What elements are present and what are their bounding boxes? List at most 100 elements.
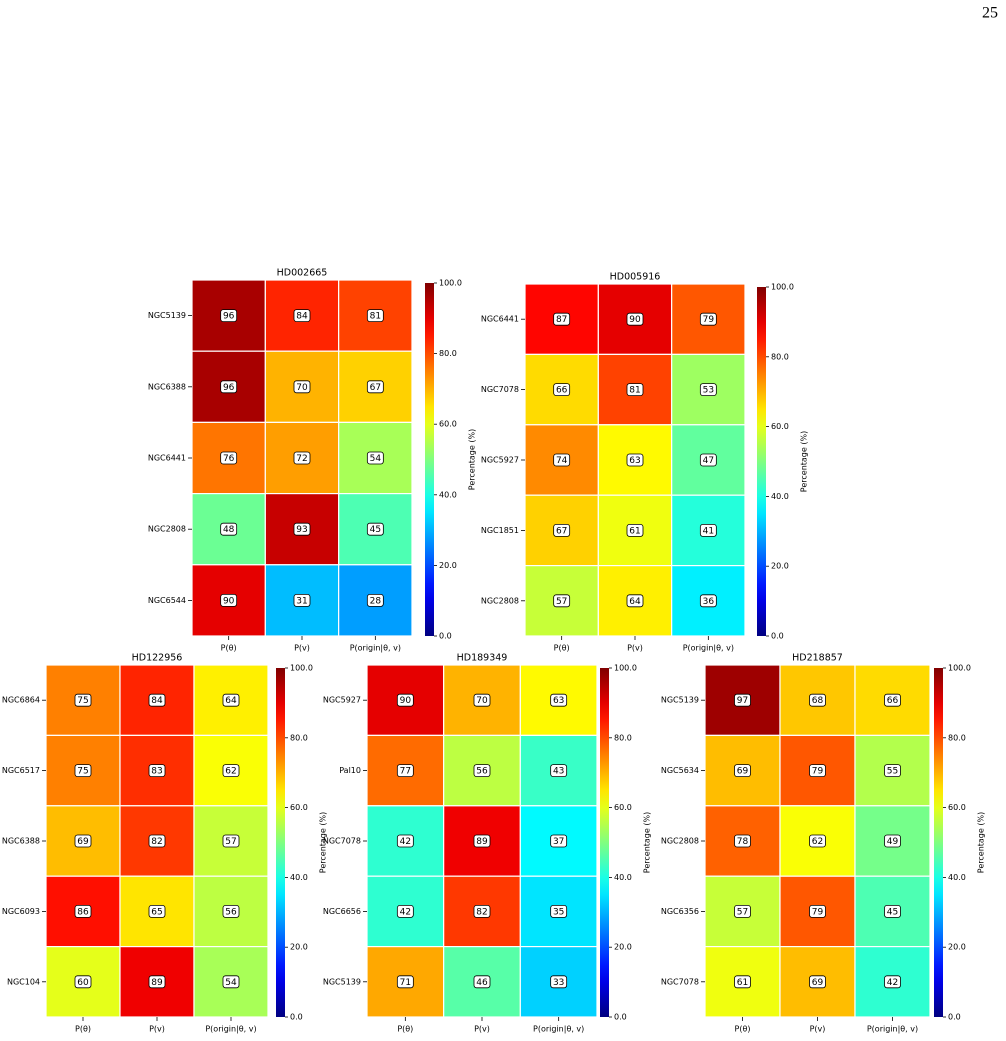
cell-label-box: [473, 975, 491, 989]
cell-label-box: [699, 312, 717, 326]
colorbar-tick-label: 20.0: [439, 561, 457, 570]
cell-label-box: [473, 905, 491, 918]
colorbar-tick-label: 40.0: [290, 873, 308, 882]
cell-label: 67: [370, 383, 381, 393]
cell-label-box: [734, 764, 751, 777]
x-tick-label: P(θ): [554, 644, 570, 653]
colorbar: [600, 668, 609, 1017]
cell-label-box: [699, 383, 717, 397]
colorbar-tick-label: 40.0: [439, 490, 457, 499]
cell-label-box: [809, 975, 826, 989]
cell-label: 67: [556, 526, 567, 536]
cell-label: 63: [553, 696, 564, 706]
cell-label: 75: [77, 696, 88, 706]
heatmap-cell: [443, 734, 521, 807]
cell-label-box: [626, 312, 644, 326]
cell-label: 61: [737, 978, 748, 988]
cell-label-box: [366, 451, 384, 465]
x-tick-label: P(v): [627, 644, 643, 653]
cell-label-box: [74, 764, 92, 777]
x-tick-label: P(origin|θ, v): [205, 1025, 256, 1034]
cell-label: 82: [476, 907, 487, 917]
y-tick-label: NGC5139: [661, 696, 699, 705]
cell-label-box: [884, 764, 901, 777]
cell-label-box: [699, 524, 717, 537]
cell-label: 69: [737, 767, 749, 777]
cell-label: 46: [476, 978, 488, 988]
cell-label: 61: [629, 526, 640, 536]
cell-label: 79: [812, 767, 824, 777]
cell-label: 87: [556, 315, 567, 325]
colorbar-tick-label: 0.0: [290, 1013, 303, 1022]
y-tick-label: NGC5927: [481, 456, 519, 465]
chart-title: HD005916: [610, 272, 661, 283]
cell-label-box: [884, 975, 901, 989]
cell-label-box: [396, 764, 414, 777]
cell-label: 79: [812, 907, 824, 917]
cell-label: 41: [703, 526, 714, 536]
cell-label: 45: [370, 525, 381, 535]
y-tick-label: NGC104: [7, 977, 40, 986]
cell-label: 42: [400, 907, 411, 917]
cell-label-box: [553, 383, 571, 397]
colorbar-tick-label: 60.0: [439, 420, 457, 429]
colorbar-tick-label: 80.0: [771, 352, 789, 361]
cell-label-box: [148, 905, 166, 918]
cell-label-box: [148, 764, 166, 777]
cell-label: 33: [553, 978, 564, 988]
cell-label-box: [734, 834, 751, 848]
colorbar-label: Percentage (%): [643, 812, 652, 873]
page-number: 25: [982, 5, 998, 22]
colorbar-tick-label: 0.0: [614, 1013, 627, 1022]
cell-label-box: [148, 693, 166, 707]
x-tick-label: P(origin|θ, v): [533, 1025, 584, 1034]
cell-label-box: [220, 451, 238, 465]
cell-label: 35: [553, 907, 564, 917]
cell-label-box: [293, 309, 311, 323]
colorbar-tick-label: 60.0: [614, 803, 632, 812]
cell-label-box: [550, 905, 568, 918]
colorbar-tick-label: 80.0: [614, 733, 632, 742]
cell-label-box: [809, 764, 826, 777]
y-tick-label: NGC7078: [323, 837, 361, 846]
colorbar-tick-label: 20.0: [614, 943, 632, 952]
x-tick-label: P(v): [294, 644, 310, 653]
cell-label-box: [222, 693, 240, 707]
cell-label: 69: [77, 837, 89, 847]
cell-label-box: [366, 594, 384, 607]
cell-label: 28: [370, 596, 382, 606]
cell-label: 81: [370, 312, 381, 322]
cell-label: 60: [77, 978, 89, 988]
y-tick-label: NGC6356: [661, 907, 699, 916]
x-tick-label: P(θ): [397, 1025, 413, 1034]
cell-label-box: [809, 905, 826, 918]
cell-label: 70: [296, 383, 308, 393]
x-tick-label: P(θ): [75, 1025, 91, 1034]
cell-label: 37: [553, 837, 564, 847]
chart-title: HD189349: [457, 653, 508, 664]
cell-label-box: [293, 380, 311, 394]
cell-label: 96: [223, 383, 235, 393]
x-tick-label: P(origin|θ, v): [683, 644, 734, 653]
colorbar-tick-label: 0.0: [948, 1013, 961, 1022]
colorbar: [934, 668, 943, 1017]
colorbar-tick-label: 80.0: [439, 349, 457, 358]
cell-label-box: [550, 693, 568, 707]
cell-label: 69: [812, 978, 824, 988]
cell-label-box: [626, 383, 644, 397]
cell-label: 36: [703, 597, 715, 607]
colorbar-tick-label: 20.0: [771, 562, 789, 571]
cell-label-box: [626, 524, 644, 537]
cell-label: 84: [151, 696, 163, 706]
colorbar: [425, 283, 434, 636]
cell-label: 93: [296, 525, 307, 535]
cell-label: 90: [400, 696, 412, 706]
y-tick-label: NGC7078: [661, 977, 699, 986]
y-tick-label: NGC6441: [148, 454, 186, 463]
cell-label: 56: [225, 907, 237, 917]
cell-label-box: [550, 764, 568, 777]
x-tick-label: P(θ): [735, 1025, 751, 1034]
colorbar-tick-label: 20.0: [290, 943, 308, 952]
cell-label-box: [293, 522, 311, 536]
cell-label-box: [553, 594, 571, 608]
